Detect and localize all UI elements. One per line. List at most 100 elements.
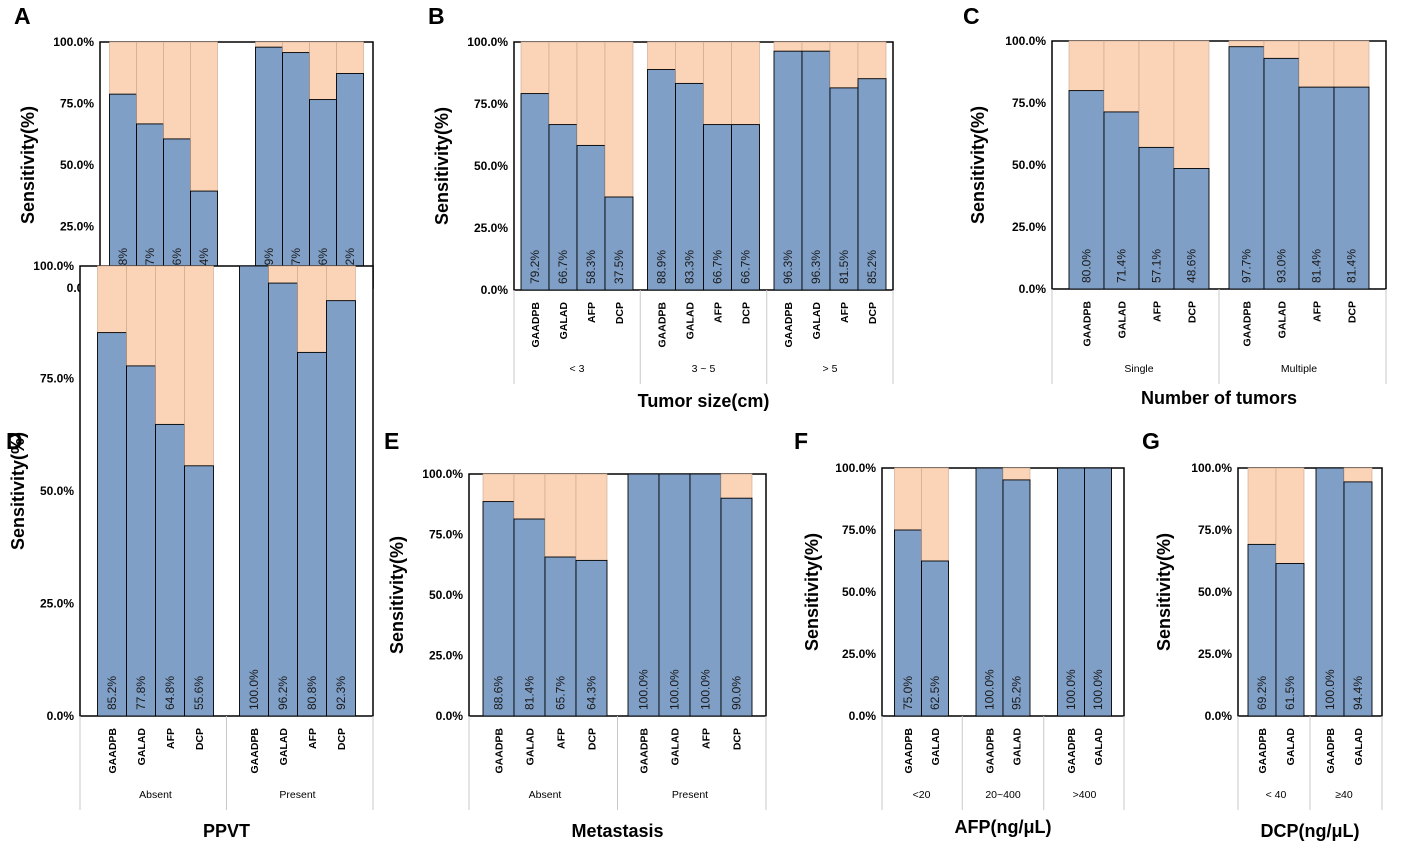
y-tick-label: 50.0% [1012, 158, 1046, 172]
y-tick-label: 0.0% [1205, 709, 1233, 723]
category-label: GAADPB [249, 728, 261, 774]
bar-remainder [1068, 40, 1105, 91]
y-tick-label: 100.0% [1005, 34, 1046, 48]
y-tick-label: 100.0% [835, 461, 876, 475]
bar-remainder [921, 467, 949, 562]
bar-sensitivity [297, 351, 327, 717]
category-label: DCP [741, 302, 753, 324]
category-label: GALAD [1285, 728, 1297, 766]
bar-sensitivity [1275, 563, 1305, 717]
bar-remainder [268, 265, 298, 284]
data-label: 81.4% [1310, 249, 1324, 283]
category-label: GAADPB [1325, 728, 1337, 774]
bar-remainder [548, 41, 578, 125]
data-label: 79.2% [528, 250, 542, 284]
y-axis-label: Sensitivity(%) [8, 432, 28, 550]
bar-sensitivity [1247, 543, 1277, 717]
bar-sensitivity [309, 99, 337, 289]
data-label: 66.7% [739, 250, 753, 284]
category-label: GALAD [811, 302, 823, 340]
category-label: AFP [307, 728, 319, 749]
bar-sensitivity [97, 332, 127, 717]
bar-remainder [544, 473, 577, 558]
bar-sensitivity [336, 73, 364, 289]
data-label: 96.2% [276, 676, 290, 710]
bar-remainder [801, 41, 831, 52]
data-label: 81.4% [1345, 249, 1359, 283]
bar-remainder [829, 41, 859, 89]
bar-sensitivity [1084, 467, 1112, 717]
bar-remainder [703, 41, 732, 125]
y-axis-label: Sensitivity(%) [1154, 533, 1174, 651]
bar-sensitivity [239, 265, 269, 717]
panel-label: B [428, 3, 445, 29]
bar-remainder [520, 41, 550, 94]
data-label: 100.0% [1064, 669, 1078, 710]
bar-remainder [575, 473, 608, 561]
bar-sensitivity [731, 124, 760, 291]
category-label: GALAD [1277, 301, 1289, 339]
y-tick-label: 0.0% [436, 709, 464, 723]
bar-sensitivity [184, 465, 214, 717]
data-label: 77.8% [134, 676, 148, 710]
group-label: Present [279, 789, 315, 801]
data-label: 83.3% [683, 250, 697, 284]
bar-remainder [109, 41, 137, 95]
data-label: 66.7% [556, 250, 570, 284]
data-label: 37.5% [612, 250, 626, 284]
bar-sensitivity [1173, 168, 1210, 290]
bar-sensitivity [773, 50, 803, 291]
data-label: 100.0% [1323, 669, 1337, 710]
data-label: 62.5% [928, 676, 942, 710]
y-tick-label: 75.0% [474, 97, 508, 111]
bar-remainder [1343, 467, 1373, 483]
category-label: GAADPB [903, 728, 915, 774]
y-tick-label: 50.0% [429, 588, 463, 602]
y-axis-label: Sensitivity(%) [387, 536, 407, 654]
category-label: DCP [867, 302, 879, 324]
bar-sensitivity [1103, 111, 1140, 290]
bar-sensitivity [575, 559, 608, 717]
bar-sensitivity [513, 518, 546, 717]
bar-remainder [1333, 40, 1370, 88]
data-label: 64.3% [585, 676, 599, 710]
bar-remainder [184, 265, 214, 467]
bar-remainder [513, 473, 546, 520]
bar-sensitivity [1068, 90, 1105, 290]
y-tick-label: 75.0% [842, 523, 876, 537]
group-label: Absent [529, 789, 562, 801]
bar-remainder [136, 41, 164, 125]
category-label: GALAD [136, 728, 148, 766]
bar-remainder [604, 41, 634, 198]
category-label: GALAD [558, 302, 570, 340]
category-label: GAADPB [1066, 728, 1078, 774]
bar-sensitivity [894, 529, 922, 717]
group-label: ≥40 [1335, 789, 1353, 801]
y-tick-label: 25.0% [429, 649, 463, 663]
category-label: GALAD [525, 728, 537, 766]
y-tick-label: 0.0% [849, 709, 877, 723]
x-axis-title: DCP(ng/μL) [1261, 821, 1360, 841]
bar-sensitivity [689, 473, 722, 717]
data-label: 75.0% [901, 676, 915, 710]
y-tick-label: 75.0% [1012, 96, 1046, 110]
y-tick-label: 100.0% [467, 35, 508, 49]
y-tick-label: 75.0% [60, 97, 94, 111]
category-label: DCP [587, 728, 599, 750]
data-label: 97.7% [1240, 249, 1254, 283]
bar-sensitivity [126, 365, 156, 717]
bar-sensitivity [1263, 57, 1300, 290]
bar-remainder [731, 41, 760, 125]
category-label: GAADPB [783, 302, 795, 348]
data-label: 100.0% [637, 669, 651, 710]
category-label: GAADPB [1257, 728, 1269, 774]
bar-sensitivity [720, 497, 753, 717]
bar-sensitivity [282, 52, 310, 289]
bar-sensitivity [155, 423, 185, 717]
panel-c: C 0.0% 25.0% 50.0% 75.0% 100.0% Sensitivity(%)… [963, 3, 1387, 408]
y-axis-label: Sensitivity(%) [968, 106, 988, 224]
data-label: 95.2% [1010, 676, 1024, 710]
y-tick-label: 75.0% [429, 528, 463, 542]
bar-sensitivity [1298, 86, 1335, 290]
y-tick-label: 25.0% [474, 221, 508, 235]
